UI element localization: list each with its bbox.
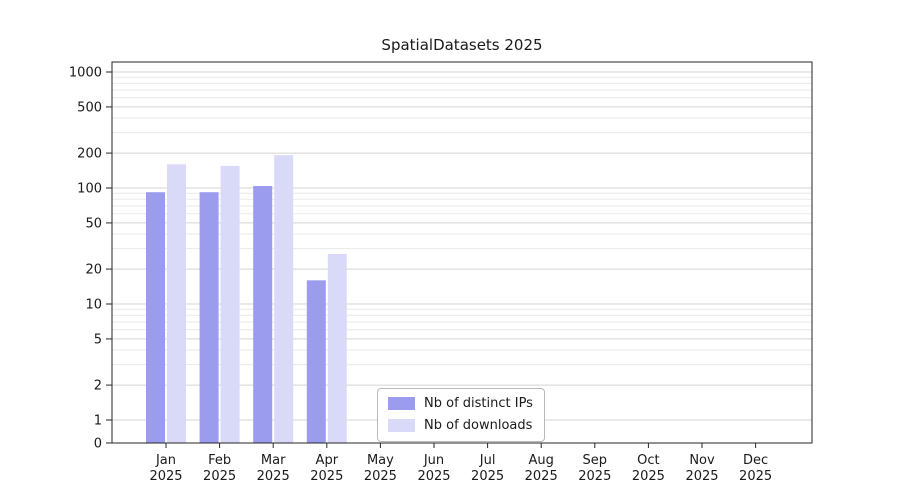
y-tick-label: 1000 [69,66,102,81]
x-tick-label-month: Nov [689,453,715,468]
legend-swatch-distinct-ips [388,397,415,410]
legend-swatch-downloads [388,419,415,432]
bar-downloads-mar [274,155,294,443]
x-tick-label-year: 2025 [149,469,182,484]
x-tick-label-month: Sep [583,453,608,468]
legend: Nb of distinct IPs Nb of downloads [377,388,545,442]
x-tick-label-year: 2025 [257,469,290,484]
y-tick-label: 500 [77,100,102,115]
y-tick-label: 2 [94,379,102,394]
x-tick-label-month: Jul [479,453,496,468]
y-tick-label: 20 [85,263,102,278]
legend-item-downloads: Nb of downloads [388,418,533,433]
x-tick-label-year: 2025 [632,469,665,484]
x-tick-label-year: 2025 [685,469,718,484]
x-tick-label-year: 2025 [739,469,772,484]
y-tick-label: 0 [94,437,102,452]
x-tick-label-year: 2025 [310,469,343,484]
y-tick-label: 50 [85,216,102,231]
bar-distinct-ips-apr [306,280,326,443]
x-tick-label-month: Feb [208,453,231,468]
bar-downloads-jan [167,164,186,443]
x-tick-label-year: 2025 [578,469,611,484]
x-tick-label-year: 2025 [203,469,236,484]
y-tick-label: 5 [94,332,102,347]
labels-layer: 01251020501002005001000Jan2025Feb2025Mar… [69,66,772,485]
bars-layer [146,155,347,444]
plot-border [111,61,813,444]
x-tick-label-month: Oct [637,453,659,468]
x-tick-label-month: Dec [743,453,768,468]
bar-downloads-apr [327,253,347,443]
x-tick-label-month: Apr [316,453,339,468]
bar-downloads-feb [220,165,240,444]
axes-layer [106,61,813,448]
legend-label-downloads: Nb of downloads [424,418,533,433]
legend-item-distinct-ips: Nb of distinct IPs [388,396,533,411]
chart-title: SpatialDatasets 2025 [381,36,542,54]
x-tick-label-month: May [367,453,394,468]
x-tick-label-year: 2025 [364,469,397,484]
x-tick-label-year: 2025 [471,469,504,484]
x-tick-label-month: Mar [261,453,286,468]
x-tick-label-month: Jan [155,453,176,468]
bar-distinct-ips-feb [199,192,219,443]
x-tick-label-month: Aug [529,453,554,468]
bar-distinct-ips-mar [253,186,273,443]
x-tick-label-year: 2025 [525,469,558,484]
y-tick-label: 10 [85,298,102,313]
legend-label-distinct-ips: Nb of distinct IPs [424,396,533,411]
x-tick-label-month: Jun [423,453,444,468]
bar-distinct-ips-jan [146,192,165,443]
y-tick-label: 200 [77,147,102,162]
y-tick-label: 100 [77,182,102,197]
y-tick-label: 1 [94,414,102,429]
x-tick-label-year: 2025 [417,469,450,484]
